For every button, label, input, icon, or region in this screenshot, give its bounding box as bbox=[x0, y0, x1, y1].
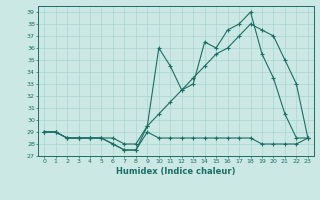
X-axis label: Humidex (Indice chaleur): Humidex (Indice chaleur) bbox=[116, 167, 236, 176]
